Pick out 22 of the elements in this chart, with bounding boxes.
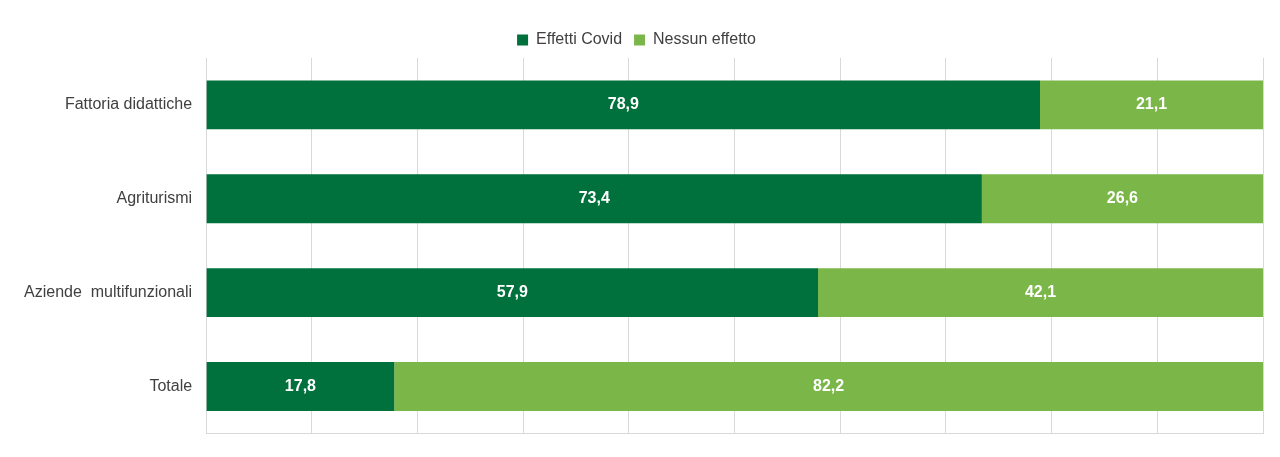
y-tick-label: Aziende multifunzionali [24,283,193,301]
data-label: 73,4 [578,189,610,207]
data-label: 57,9 [496,283,528,301]
bar [206,268,819,318]
legend-label: Nessun effetto [653,30,757,48]
legend-label: Effetti Covid [536,30,623,48]
bar [394,362,1263,411]
data-label: 82,2 [813,376,845,394]
data-label: 17,8 [284,376,317,394]
data-label: 21,1 [1135,95,1168,113]
data-label: 26,6 [1106,189,1139,207]
data-label: 42,1 [1024,283,1057,301]
bar [1039,80,1263,130]
bar [206,174,982,224]
bar [206,362,395,411]
y-tick-label: Fattoria didattiche [64,95,193,113]
y-tick-label: Agriturismi [116,189,193,207]
bar [818,268,1263,318]
bar [981,174,1263,224]
bar [206,80,1040,130]
data-label: 78,9 [607,95,639,113]
y-tick-label: Totale [149,376,193,394]
